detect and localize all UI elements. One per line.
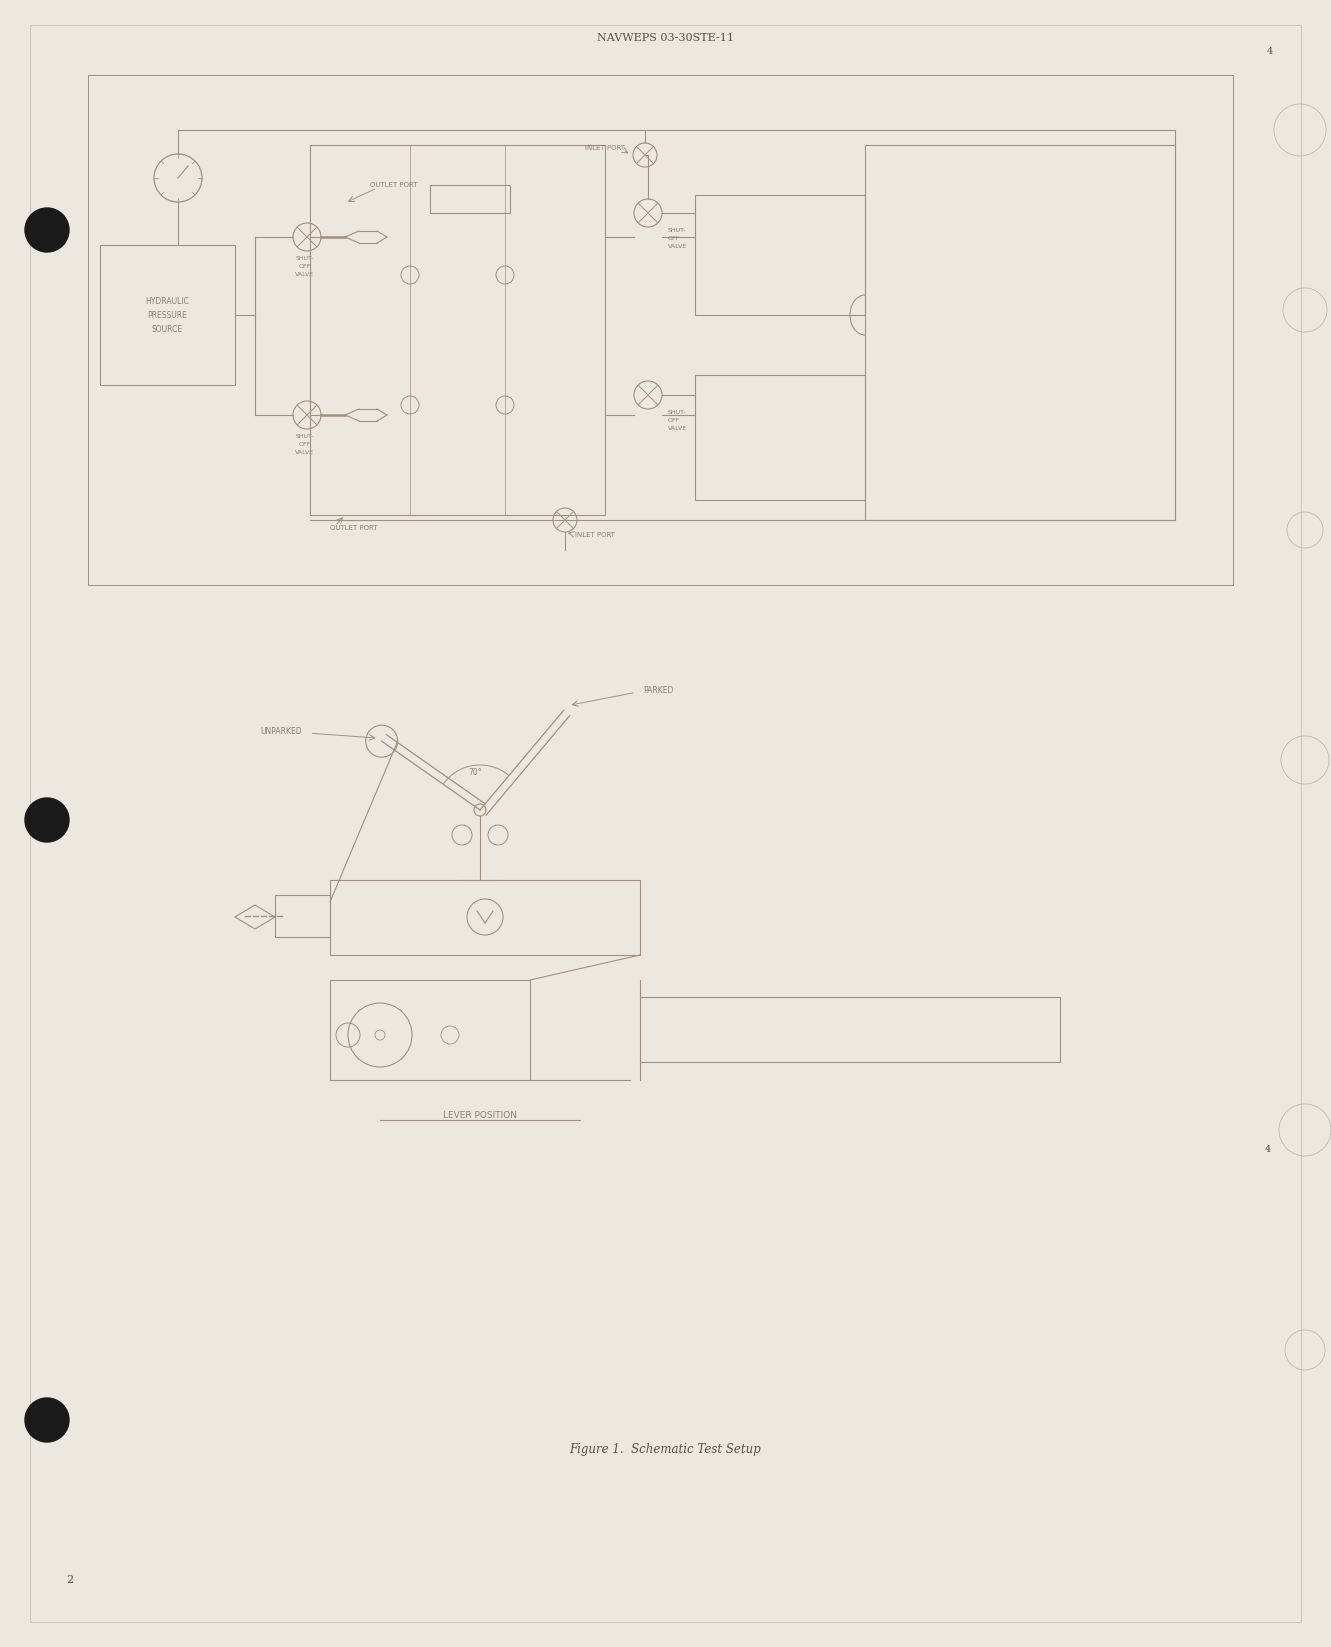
Text: PRESSURE: PRESSURE [146, 311, 186, 320]
Text: OUTLET PORT: OUTLET PORT [370, 183, 418, 188]
Bar [88, 76, 1233, 585]
Bar [430, 184, 510, 212]
Text: OFF: OFF [299, 443, 311, 448]
Text: 4: 4 [1264, 1146, 1271, 1155]
Circle shape [25, 799, 69, 842]
Text: VALVE: VALVE [295, 451, 314, 456]
Text: OFF: OFF [299, 265, 311, 270]
Text: UNPARKED: UNPARKED [260, 726, 302, 736]
Text: SHUT-: SHUT- [668, 410, 687, 415]
Text: NAVWEPS 03-30STE-11: NAVWEPS 03-30STE-11 [598, 33, 733, 43]
Bar [100, 245, 236, 385]
Text: INLET PORT: INLET PORT [586, 145, 626, 152]
Text: VALVE: VALVE [295, 272, 314, 277]
Bar [330, 879, 640, 955]
Text: SOURCE: SOURCE [152, 324, 182, 333]
Text: HYDRAULIC: HYDRAULIC [145, 296, 189, 305]
Text: PARKED: PARKED [644, 685, 673, 695]
Text: VALVE: VALVE [668, 427, 687, 432]
Text: 4: 4 [1267, 48, 1274, 56]
Text: OFF: OFF [668, 237, 680, 242]
Text: OUTLET PORT: OUTLET PORT [330, 525, 378, 530]
Text: VALVE: VALVE [668, 244, 687, 249]
Bar [695, 194, 865, 315]
Circle shape [25, 1398, 69, 1443]
Text: Figure 1.  Schematic Test Setup: Figure 1. Schematic Test Setup [570, 1443, 761, 1456]
Text: 70°: 70° [469, 768, 482, 777]
Bar [865, 145, 1175, 520]
Text: 2: 2 [67, 1575, 73, 1584]
Text: OFF: OFF [668, 418, 680, 423]
Text: SHUT-: SHUT- [295, 257, 314, 262]
Bar [276, 894, 330, 937]
Text: LEVER POSITION: LEVER POSITION [443, 1110, 516, 1120]
Bar [695, 376, 865, 501]
Bar [330, 980, 530, 1080]
Text: SHUT-: SHUT- [668, 229, 687, 234]
Bar [310, 145, 606, 516]
Bar [640, 996, 1059, 1062]
Text: SHUT-: SHUT- [295, 435, 314, 440]
Circle shape [25, 208, 69, 252]
Text: INLET PORT: INLET PORT [575, 532, 615, 539]
